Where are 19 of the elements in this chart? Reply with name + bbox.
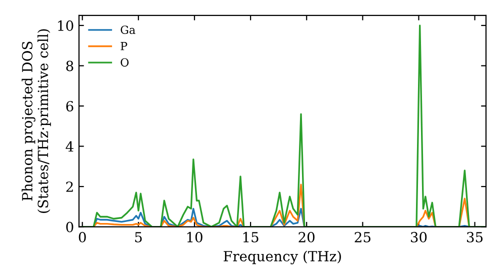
legend-label: Ga (120, 26, 136, 34)
x-tick-label: 30 (410, 232, 427, 242)
x-axis-title: Frequency (THz) (224, 250, 341, 264)
legend-label: O (120, 58, 129, 67)
y-tick-label: 4 (66, 141, 74, 152)
legend-label: P (120, 42, 128, 50)
x-tick-label: 5 (135, 232, 142, 242)
y-tick-label: 10 (58, 20, 74, 31)
x-tick-label: 10 (187, 232, 202, 242)
y-tick-label: 8 (66, 60, 74, 72)
y-tick-label: 0 (66, 222, 74, 232)
y-tick-label: 6 (66, 100, 74, 112)
x-tick-label: 15 (243, 232, 258, 242)
y-axis-title: Phonon projected DOS (States/THz·primitive cell) (22, 29, 51, 213)
x-tick-label: 35 (467, 232, 483, 242)
x-tick-label: 25 (354, 232, 370, 242)
x-tick-label: 20 (298, 232, 315, 242)
y-tick-label: 2 (66, 182, 73, 192)
x-tick-label: 0 (78, 232, 86, 242)
